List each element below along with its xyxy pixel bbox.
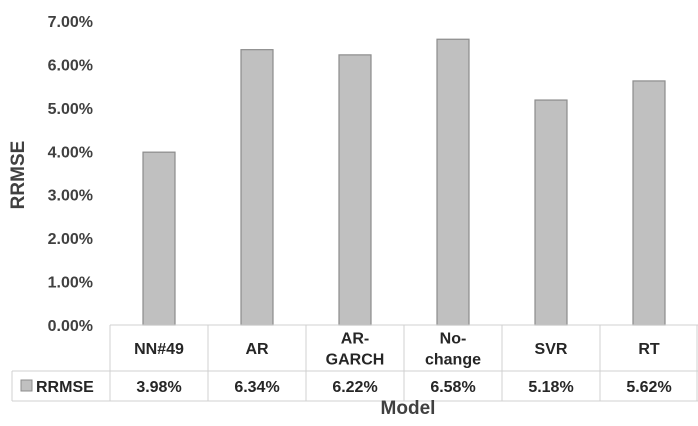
y-axis-title: RRMSE bbox=[8, 141, 29, 210]
y-tick-label: 1.00% bbox=[48, 275, 93, 292]
x-category-label: No- bbox=[440, 331, 467, 348]
bar bbox=[436, 38, 470, 326]
bar bbox=[240, 49, 274, 326]
x-category-label: GARCH bbox=[326, 352, 385, 369]
x-category-label: NN#49 bbox=[134, 341, 184, 358]
bar bbox=[142, 151, 176, 326]
data-value-cell: 3.98% bbox=[136, 379, 181, 396]
x-axis-title: Model bbox=[381, 398, 436, 419]
x-category-label: RT bbox=[638, 341, 660, 358]
x-category-label: SVR bbox=[535, 341, 568, 358]
data-value-cell: 6.34% bbox=[234, 379, 279, 396]
x-category-label: change bbox=[425, 352, 481, 369]
y-tick-label: 3.00% bbox=[48, 188, 93, 205]
bar bbox=[338, 54, 372, 326]
y-tick-label: 6.00% bbox=[48, 57, 93, 74]
y-tick-label: 7.00% bbox=[48, 14, 93, 31]
data-table: NN#49 AR AR- GARCH No-change SVR RT RRMSE 3.98% 6… bbox=[11, 324, 698, 402]
y-tick-label: 5.00% bbox=[48, 101, 93, 118]
y-axis-ticks: 0.00% 1.00% 2.00% 3.00% 4.00% 5.00% 6.00% 7.00% bbox=[48, 14, 93, 335]
data-value-cell: 6.22% bbox=[332, 379, 377, 396]
legend-series-name: RRMSE bbox=[36, 379, 94, 396]
data-value-cell: 5.18% bbox=[528, 379, 573, 396]
y-tick-label: 0.00% bbox=[48, 318, 93, 335]
y-tick-label: 4.00% bbox=[48, 144, 93, 161]
bars bbox=[142, 38, 666, 326]
bar bbox=[632, 80, 666, 326]
x-category-label: AR bbox=[245, 341, 269, 358]
y-tick-label: 2.00% bbox=[48, 231, 93, 248]
data-value-cell: 6.58% bbox=[430, 379, 475, 396]
bar bbox=[534, 99, 568, 326]
data-value-cell: 5.62% bbox=[626, 379, 671, 396]
x-category-label: AR- bbox=[341, 331, 369, 348]
legend-key bbox=[20, 379, 33, 392]
